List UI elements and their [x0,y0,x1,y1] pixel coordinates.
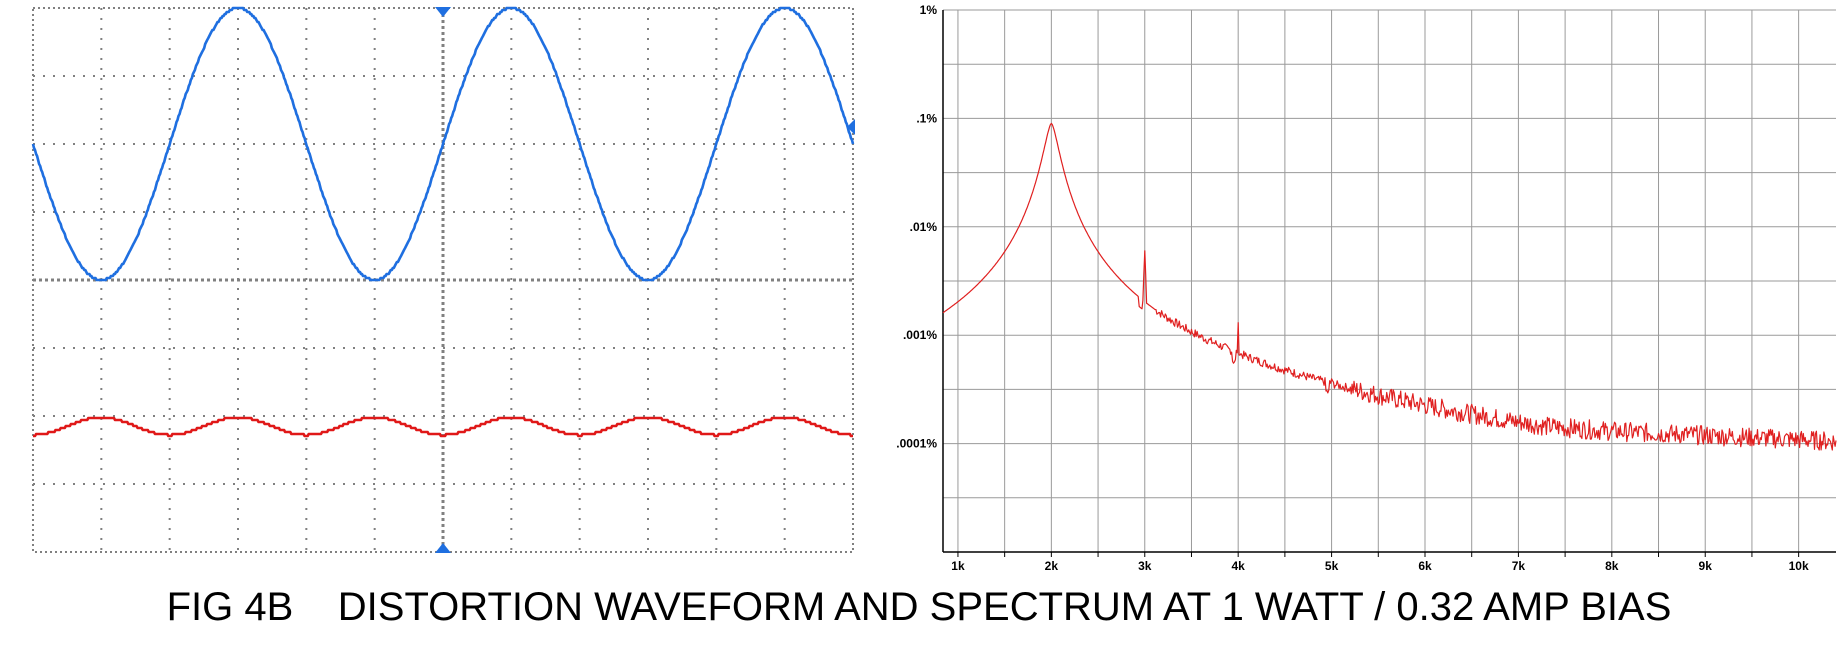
spectrum-x-tick-label: 2k [1045,559,1059,573]
oscilloscope-panel [31,6,855,553]
trigger-marker-top [435,7,451,17]
spectrum-x-tick-label: 3k [1138,559,1152,573]
figure-caption: FIG 4B DISTORTION WAVEFORM AND SPECTRUM … [166,585,1672,629]
spectrum-x-tick-label: 7k [1512,559,1526,573]
trigger-marker-bottom [435,543,451,553]
spectrum-trace [942,122,1837,451]
fundamental-trace [31,6,855,282]
spectrum-y-tick-label: .1% [916,111,937,125]
spectrum-y-tick-label: .01% [910,220,938,234]
spectrum-y-tick-label: .001% [903,328,937,342]
spectrum-x-tick-label: 6k [1418,559,1432,573]
spectrum-x-tick-label: 1k [951,559,965,573]
spectrum-panel: 1% .1% .01% .001% .0001% 1k 2k 3k 4k 5k 6k 7k 8k 9k 10… [896,3,1837,573]
trigger-marker-right [847,119,855,135]
spectrum-x-tick-label: 9k [1699,559,1713,573]
spectrum-x-tick-label: 10k [1789,559,1809,573]
distortion-trace [32,416,854,438]
spectrum-y-tick-label: .0001% [896,437,937,451]
spectrum-y-tick-label: 1% [920,3,938,17]
spectrum-x-tick-label: 4k [1231,559,1245,573]
spectrum-x-tick-label: 5k [1325,559,1339,573]
spectrum-x-tick-label: 8k [1605,559,1619,573]
